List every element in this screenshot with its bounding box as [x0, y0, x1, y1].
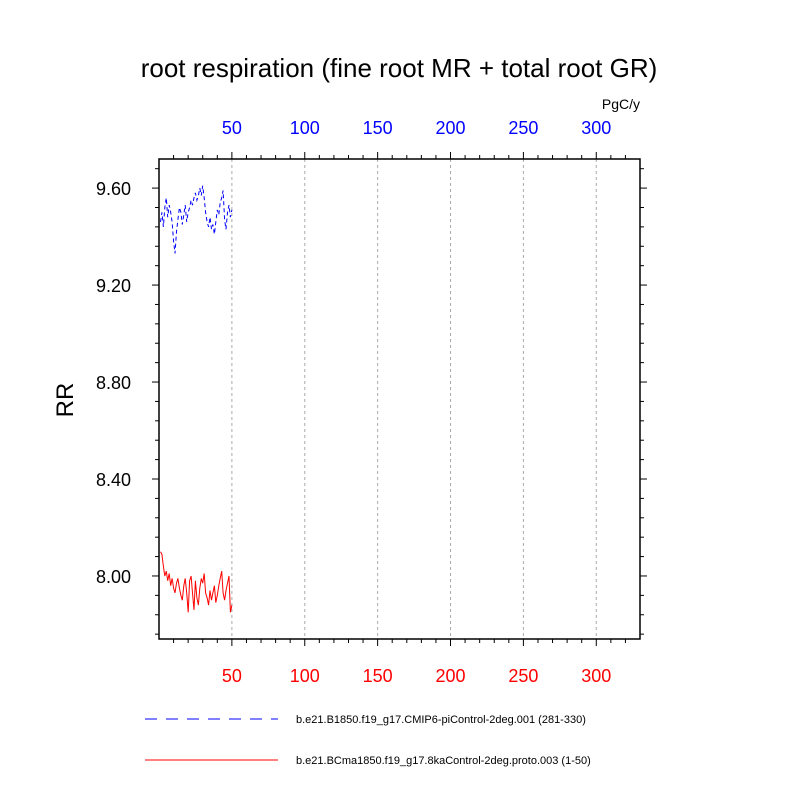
y-tick-label: 9.60	[96, 179, 131, 199]
y-axis-label: RR	[52, 383, 79, 418]
series-layer	[160, 185, 233, 613]
x-top-tick-label: 150	[363, 118, 393, 138]
x-bottom-tick-label: 300	[581, 666, 611, 686]
series-line-2	[160, 551, 233, 613]
series-line-1	[160, 185, 233, 254]
x-bottom-tick-label: 50	[222, 666, 242, 686]
x-top-tick-label: 300	[581, 118, 611, 138]
legend-label-1: b.e21.B1850.f19_g17.CMIP6-piControl-2deg…	[296, 714, 586, 726]
x-top-tick-label: 250	[508, 118, 538, 138]
y-tick-label: 9.20	[96, 276, 131, 296]
x-bottom-tick-label: 100	[290, 666, 320, 686]
y-tick-label: 8.40	[96, 470, 131, 490]
x-bottom-tick-label: 250	[508, 666, 538, 686]
units-label: PgC/y	[602, 96, 640, 112]
y-tick-label: 8.80	[96, 373, 131, 393]
x-bottom-tick-label: 200	[435, 666, 465, 686]
x-bottom-tick-label: 150	[363, 666, 393, 686]
x-top-tick-label: 100	[290, 118, 320, 138]
x-top-tick-label: 50	[222, 118, 242, 138]
grid-lines	[231, 159, 597, 639]
x-top-tick-label: 200	[435, 118, 465, 138]
legend-label-2: b.e21.BCma1850.f19_g17.8kaControl-2deg.p…	[296, 755, 591, 767]
y-tick-label: 8.00	[96, 567, 131, 587]
axes: 50 50 100 100 150 150 200 200 250 250 300 300 8.00 8.…	[96, 118, 647, 686]
legend: b.e21.B1850.f19_g17.CMIP6-piControl-2deg…	[145, 714, 591, 767]
plot-frame	[158, 158, 641, 640]
chart-title: root respiration (fine root MR + total r…	[141, 53, 658, 83]
